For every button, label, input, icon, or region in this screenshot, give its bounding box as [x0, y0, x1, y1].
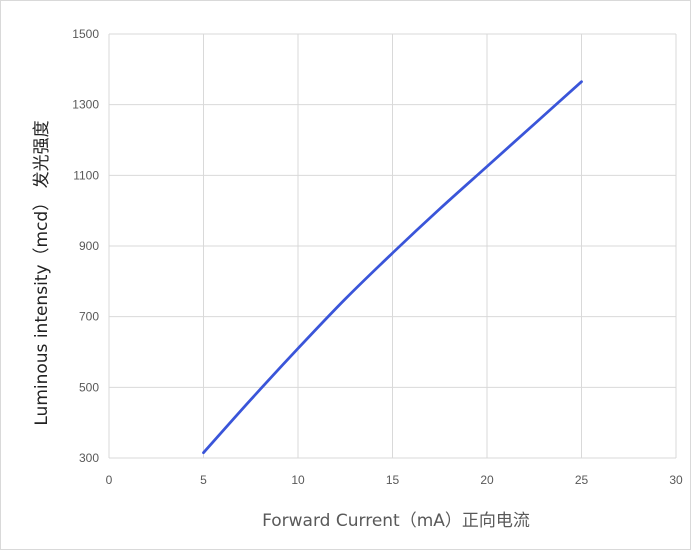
- x-tick-label: 15: [386, 473, 400, 487]
- tick-labels: 300 500 700 900 1100 1300 1500 0 5 10 15 20 25 30: [72, 27, 683, 487]
- y-tick-label: 300: [79, 451, 99, 465]
- y-tick-label: 700: [79, 310, 99, 324]
- y-tick-label: 900: [79, 239, 99, 253]
- y-axis-title: Luminous intensity（mcd） 发光强度: [32, 120, 52, 425]
- y-tick-label: 1500: [72, 27, 99, 41]
- y-tick-label: 1300: [72, 98, 99, 112]
- x-tick-label: 20: [480, 473, 494, 487]
- series-line-0: [202, 80, 583, 455]
- y-tick-label: 500: [79, 380, 99, 394]
- x-tick-label: 5: [200, 473, 207, 487]
- x-axis-title: Forward Current（mA）正向电流: [262, 511, 530, 531]
- grid-lines: [108, 33, 677, 459]
- x-tick-label: 25: [575, 473, 589, 487]
- y-tick-label: 1100: [73, 168, 99, 182]
- x-tick-label: 30: [669, 473, 683, 487]
- x-tick-label: 10: [291, 473, 305, 487]
- series-lines: [202, 80, 583, 455]
- x-tick-label: 0: [106, 473, 113, 487]
